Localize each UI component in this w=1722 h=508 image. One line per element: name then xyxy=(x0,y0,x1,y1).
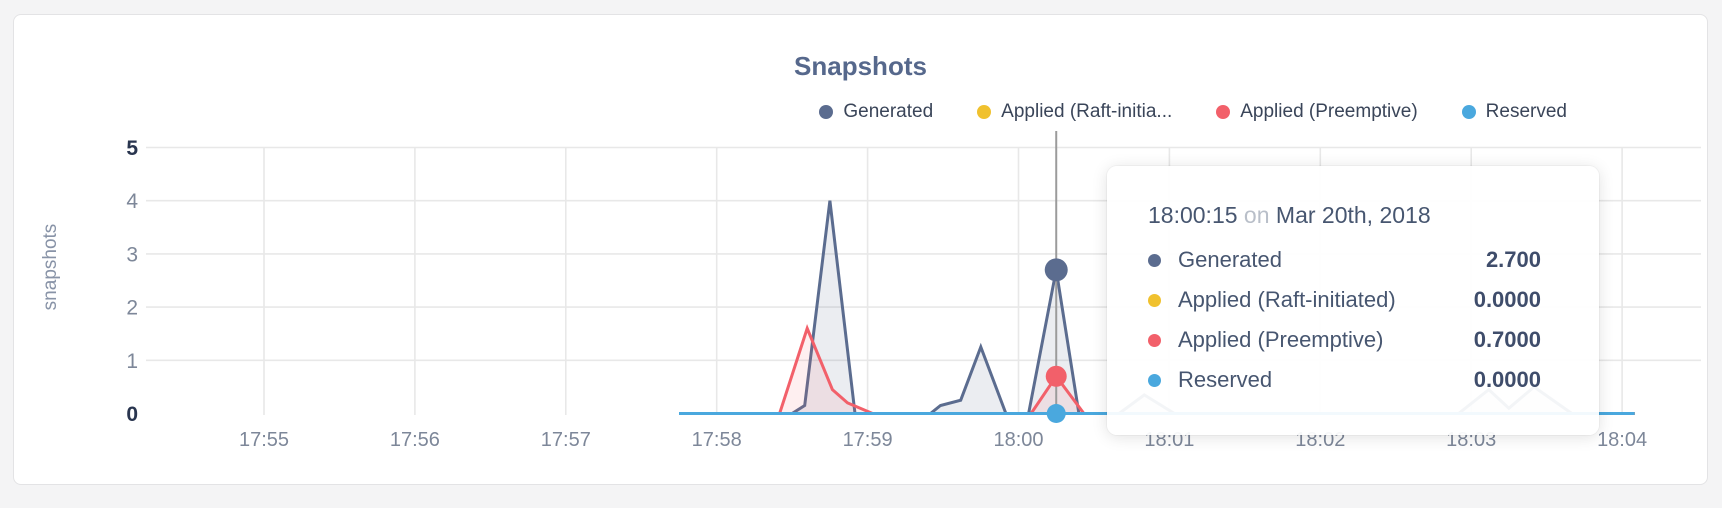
legend-dot xyxy=(977,105,992,119)
legend-dot xyxy=(819,105,834,119)
y-tick-label: 0 xyxy=(126,403,138,426)
tooltip-rows: Generated 2.700 Applied (Raft-initiated)… xyxy=(1148,240,1541,400)
hover-point-generated xyxy=(1044,258,1068,282)
series-dot xyxy=(1148,253,1161,267)
x-axis: 17:55 17:56 17:57 17:58 17:59 18:00 18:01 18:02… xyxy=(239,429,1647,451)
series-applied-preemptive xyxy=(679,324,1635,415)
legend-item-label: Applied (Raft-initia... xyxy=(1001,101,1173,122)
tooltip-row-value: 0.7000 xyxy=(1473,327,1541,352)
y-axis-title: snapshots xyxy=(40,224,61,311)
y-axis: 0 1 2 3 4 5 xyxy=(126,137,138,426)
x-tick-label: 17:57 xyxy=(541,429,591,451)
y-tick-label: 4 xyxy=(126,190,138,213)
x-tick-label: 18:00 xyxy=(993,429,1043,451)
legend-item-label: Generated xyxy=(843,101,934,122)
tooltip-date: Mar 20th, 2018 xyxy=(1275,202,1431,228)
chart-legend: Generated Applied (Raft-initia... Applie… xyxy=(819,101,1567,123)
hover-point-reserved xyxy=(1046,404,1066,423)
tooltip-row-label: Reserved xyxy=(1178,367,1273,392)
series-dot xyxy=(1148,293,1161,307)
series-line xyxy=(679,324,1635,415)
x-tick-label: 17:58 xyxy=(692,429,742,451)
tooltip-row-applied-raft-initiated: Applied (Raft-initiated) 0.0000 xyxy=(1148,280,1541,320)
tooltip-header: 18:00:15 on Mar 20th, 2018 xyxy=(1148,200,1541,230)
x-tick-label: 17:56 xyxy=(390,429,440,451)
y-tick-label: 5 xyxy=(126,137,138,160)
legend-dot xyxy=(1216,105,1231,119)
x-tick-label: 17:55 xyxy=(239,429,289,451)
hover-point-applied-preemptive xyxy=(1045,365,1067,387)
tooltip-time: 18:00:15 xyxy=(1148,202,1238,228)
tooltip-row-value: 0.0000 xyxy=(1473,287,1541,312)
tooltip-row-label: Applied (Raft-initiated) xyxy=(1178,287,1396,312)
legend-item-label: Reserved xyxy=(1485,101,1567,122)
tooltip-row-label: Generated xyxy=(1178,247,1282,272)
hover-group xyxy=(1044,131,1068,423)
tooltip-row-value: 2.700 xyxy=(1485,247,1541,272)
legend-item-generated[interactable]: Generated xyxy=(819,101,933,123)
y-tick-label: 1 xyxy=(126,350,138,373)
y-tick-label: 3 xyxy=(126,243,138,266)
snapshots-chart-card: Snapshots Generated Applied (Raft-initia… xyxy=(13,14,1708,485)
series-dot xyxy=(1148,373,1161,387)
legend-dot xyxy=(1461,105,1476,119)
tooltip-row-reserved: Reserved 0.0000 xyxy=(1148,360,1541,400)
tooltip-row-value: 0.0000 xyxy=(1473,367,1541,392)
tooltip-on-word: on xyxy=(1243,202,1270,228)
legend-item-applied-raft-initia[interactable]: Applied (Raft-initia... xyxy=(977,101,1172,123)
legend-item-label: Applied (Preemptive) xyxy=(1240,101,1418,122)
chart-tooltip: 18:00:15 on Mar 20th, 2018 Generated 2.7… xyxy=(1107,166,1599,435)
series-dot xyxy=(1148,333,1161,347)
y-tick-label: 2 xyxy=(126,297,138,320)
tooltip-row-label: Applied (Preemptive) xyxy=(1178,327,1384,352)
legend-item-reserved[interactable]: Reserved xyxy=(1461,101,1567,123)
legend-item-applied-preemptive[interactable]: Applied (Preemptive) xyxy=(1216,101,1418,123)
x-tick-label: 17:59 xyxy=(843,429,893,451)
tooltip-row-applied-preemptive: Applied (Preemptive) 0.7000 xyxy=(1148,320,1541,360)
x-tick-label: 18:04 xyxy=(1597,429,1647,451)
chart-title: Snapshots xyxy=(794,51,927,81)
tooltip-row-generated: Generated 2.700 xyxy=(1148,240,1541,280)
